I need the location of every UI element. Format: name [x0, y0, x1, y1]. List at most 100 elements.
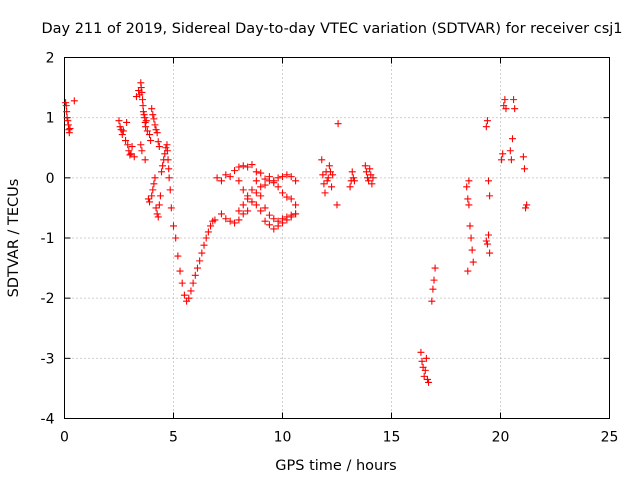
data-point — [324, 174, 332, 182]
data-point — [128, 143, 136, 151]
data-point — [143, 127, 151, 135]
data-point — [200, 241, 208, 249]
data-point — [287, 173, 295, 181]
data-point — [270, 215, 278, 223]
data-point — [464, 267, 472, 275]
data-point — [163, 147, 171, 155]
data-point — [65, 129, 73, 137]
data-point — [362, 168, 370, 176]
data-point — [167, 204, 175, 212]
data-point — [226, 173, 234, 181]
x-axis-label: GPS time / hours — [275, 458, 396, 474]
data-point — [511, 105, 519, 113]
data-point — [140, 111, 148, 119]
data-point — [213, 174, 221, 182]
data-point — [465, 201, 473, 209]
data-point — [279, 189, 286, 197]
data-point — [482, 237, 490, 245]
data-point — [226, 217, 234, 225]
data-point — [368, 180, 376, 188]
data-point — [483, 240, 491, 248]
data-point — [252, 201, 260, 209]
data-point — [510, 96, 518, 104]
data-point — [172, 234, 180, 242]
y-tick-label: -2 — [41, 291, 55, 307]
data-point — [239, 162, 247, 170]
data-point — [283, 171, 291, 179]
data-point — [270, 179, 278, 187]
data-point — [118, 131, 126, 139]
data-point — [349, 174, 357, 182]
data-point — [261, 181, 269, 189]
data-point — [141, 156, 149, 164]
axis-ticks: 0 5 10 15 20 25 -4 -3 -2 -1 0 1 2 — [41, 51, 619, 446]
data-point — [170, 222, 177, 230]
data-point — [165, 174, 173, 182]
data-point — [483, 117, 491, 125]
data-point — [350, 177, 358, 185]
data-point — [482, 123, 490, 131]
data-point — [130, 153, 138, 161]
data-point — [138, 147, 146, 155]
data-point — [152, 126, 160, 134]
data-point — [346, 183, 354, 191]
data-point — [239, 201, 247, 209]
data-point — [156, 192, 164, 200]
data-point — [467, 234, 475, 242]
data-point — [139, 102, 147, 110]
data-point — [261, 175, 269, 183]
data-point — [154, 138, 162, 146]
data-point — [361, 162, 369, 170]
data-point — [196, 257, 204, 265]
data-point — [176, 267, 184, 275]
data-point — [366, 165, 374, 173]
data-point — [150, 180, 158, 188]
data-point — [506, 147, 514, 155]
data-point — [283, 193, 291, 201]
y-tick-label: -4 — [41, 412, 55, 428]
data-point — [137, 141, 145, 149]
data-point — [423, 375, 431, 383]
data-point — [139, 108, 147, 116]
data-point — [180, 291, 188, 299]
data-point — [146, 131, 154, 139]
data-point — [508, 135, 516, 143]
data-point — [502, 105, 510, 113]
data-point — [187, 287, 195, 295]
data-point — [158, 168, 166, 176]
data-point — [319, 171, 327, 179]
data-point — [148, 105, 156, 113]
chart-title: Day 211 of 2019, Sidereal Day-to-day VTE… — [41, 21, 622, 37]
data-point — [465, 177, 473, 185]
data-point — [207, 222, 215, 230]
data-point — [283, 216, 291, 224]
data-point — [257, 183, 265, 191]
data-point — [174, 252, 182, 260]
data-point — [217, 177, 225, 185]
data-point — [163, 141, 171, 149]
data-point — [468, 246, 476, 254]
data-point — [63, 108, 71, 116]
data-point — [520, 165, 528, 173]
data-point — [265, 211, 273, 219]
y-tick-label: 1 — [46, 111, 55, 127]
data-point — [127, 150, 135, 158]
data-point — [348, 168, 356, 176]
data-point — [257, 192, 265, 200]
data-point — [252, 168, 260, 176]
x-tick-label: 5 — [169, 430, 178, 446]
data-point — [191, 271, 199, 279]
data-point — [162, 144, 170, 152]
data-point — [523, 201, 531, 209]
data-point — [164, 156, 172, 164]
data-point — [144, 195, 152, 203]
data-point — [149, 111, 157, 119]
data-point — [328, 183, 336, 191]
data-point — [279, 173, 286, 181]
data-point — [211, 216, 219, 224]
data-point — [139, 96, 147, 104]
x-tick-label: 0 — [60, 430, 69, 446]
data-point — [485, 231, 493, 239]
data-point — [418, 357, 426, 365]
data-point — [155, 201, 163, 209]
